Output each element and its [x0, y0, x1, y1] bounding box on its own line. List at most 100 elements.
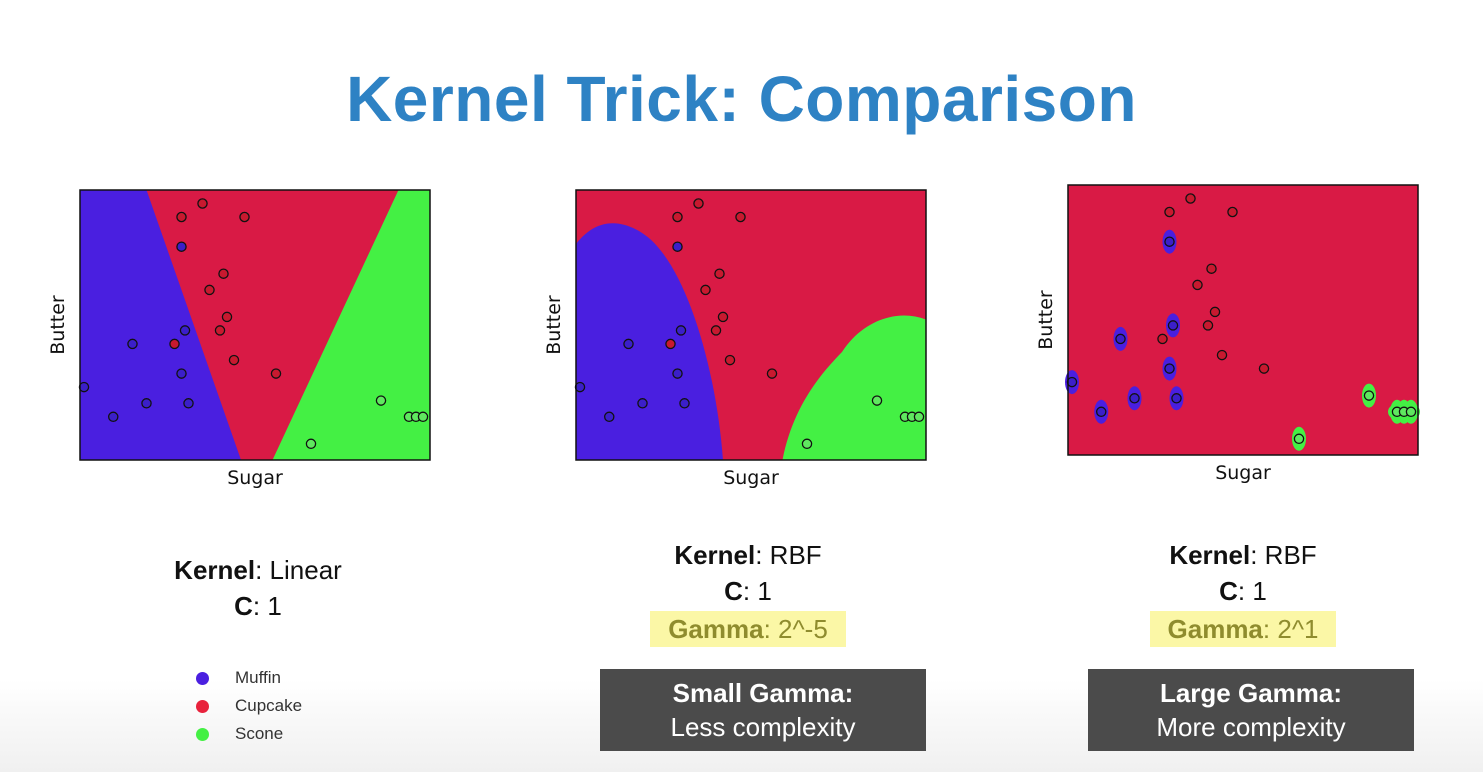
kernel-label: Kernel [674, 540, 756, 570]
muffin-point [675, 325, 687, 336]
legend-swatch [196, 699, 209, 713]
rbf-small-gamma-plot: Sugar Butter [543, 189, 927, 489]
cupcake-point [221, 311, 233, 323]
scone-point [1405, 406, 1417, 418]
cupcake-point [1216, 349, 1228, 361]
gamma-row: Gamma: 2^1 [1093, 611, 1393, 647]
cupcake-point [228, 354, 240, 366]
cupcake-point [724, 354, 736, 366]
cupcake-point [735, 211, 746, 223]
cupcake-point [710, 325, 722, 336]
legend-item-scone: Scone [190, 720, 302, 748]
c-value: : 1 [1237, 576, 1267, 606]
muffin-point [176, 368, 187, 379]
muffin-point [1129, 393, 1140, 404]
muffin-point [604, 411, 615, 423]
c-value: : 1 [742, 576, 772, 606]
x-axis-label: Sugar [1215, 462, 1271, 484]
muffin-point [1066, 376, 1078, 388]
c-row: C: 1 [598, 573, 898, 609]
cupcake-point [717, 311, 729, 323]
slide-title: Kernel Trick: Comparison [346, 63, 1137, 135]
legend-label: Cupcake [235, 696, 303, 715]
muffin-point [78, 381, 90, 393]
cupcake-point [766, 368, 778, 379]
muffin-point [1164, 236, 1175, 247]
c-row: C: 1 [1093, 573, 1393, 609]
data-points [78, 198, 429, 450]
gamma-label: Gamma [668, 614, 764, 644]
cupcake-point [1185, 193, 1196, 204]
muffin-point [1171, 393, 1182, 404]
muffin-point [127, 338, 138, 350]
scone-point [871, 395, 883, 406]
decision-regions [576, 190, 926, 460]
kernel-value: : RBF [755, 540, 822, 570]
kernel-label: Kernel [174, 555, 256, 585]
kernel-value: : Linear [255, 555, 342, 585]
cupcake-point [1157, 333, 1168, 345]
y-axis-label: Butter [1035, 290, 1057, 350]
gamma-highlight: Gamma: 2^-5 [650, 611, 846, 647]
cupcake-point [169, 338, 180, 350]
muffin-point [176, 241, 187, 252]
c-row: C: 1 [108, 588, 408, 624]
scone-point [801, 438, 813, 450]
cupcake-region [1068, 185, 1418, 455]
note-title: Small Gamma: [672, 678, 854, 708]
muffin-region [80, 190, 241, 460]
muffin-point [1164, 363, 1175, 374]
cupcake-point [270, 368, 282, 379]
decision-regions [1065, 185, 1420, 455]
cupcake-point [197, 198, 208, 209]
data-points [1066, 193, 1417, 445]
muffin-point [637, 398, 648, 409]
scone-point [1293, 433, 1305, 445]
cupcake-point [1258, 363, 1270, 374]
scone-region [272, 190, 430, 460]
cupcake-point [204, 284, 215, 296]
cupcake-point [214, 325, 226, 336]
plot-frame [1067, 184, 1419, 456]
cupcake-point [218, 268, 229, 279]
data-points [574, 198, 925, 450]
cupcake-point [1227, 206, 1238, 218]
gamma-value: : 2^1 [1262, 614, 1319, 644]
c-label: C [1219, 576, 1238, 606]
cupcake-point [1192, 279, 1203, 291]
linear-kernel-plot: Sugar Butter [47, 189, 431, 489]
kernel-row: Kernel: Linear [108, 552, 408, 588]
decision-regions [80, 190, 430, 460]
legend-swatch [196, 671, 209, 685]
y-axis-label: Butter [543, 295, 565, 355]
scone-point [375, 395, 387, 406]
muffin-point [141, 398, 152, 409]
rbf-small-gamma-params: Kernel: RBF C: 1 Gamma: 2^-5 [598, 537, 898, 647]
muffin-point [108, 411, 119, 423]
c-label: C [724, 576, 743, 606]
cupcake-point [665, 338, 676, 350]
cupcake-point [239, 211, 250, 223]
cupcake-point [1164, 206, 1175, 218]
cupcake-point [1206, 263, 1217, 274]
plot-frame [575, 189, 927, 461]
note-title: Large Gamma: [1159, 678, 1343, 708]
cupcake-point [1209, 306, 1221, 318]
cupcake-point [1202, 320, 1214, 331]
gamma-value: : 2^-5 [763, 614, 828, 644]
legend-item-muffin: Muffin [190, 664, 302, 692]
scone-point [913, 411, 925, 423]
rbf-large-gamma-params: Kernel: RBF C: 1 Gamma: 2^1 [1093, 537, 1393, 647]
kernel-row: Kernel: RBF [598, 537, 898, 573]
legend-item-cupcake: Cupcake [190, 692, 302, 720]
muffin-point [1115, 333, 1126, 345]
legend-swatch [196, 727, 209, 741]
gamma-highlight: Gamma: 2^1 [1149, 611, 1337, 647]
cupcake-point [714, 268, 725, 279]
cupcake-point [693, 198, 704, 209]
cupcake-point [672, 211, 683, 223]
muffin-point [574, 381, 586, 393]
large-gamma-note: Large Gamma: More complexity [1088, 669, 1414, 751]
plot-frame [79, 189, 431, 461]
small-gamma-note: Small Gamma: Less complexity [600, 669, 926, 751]
